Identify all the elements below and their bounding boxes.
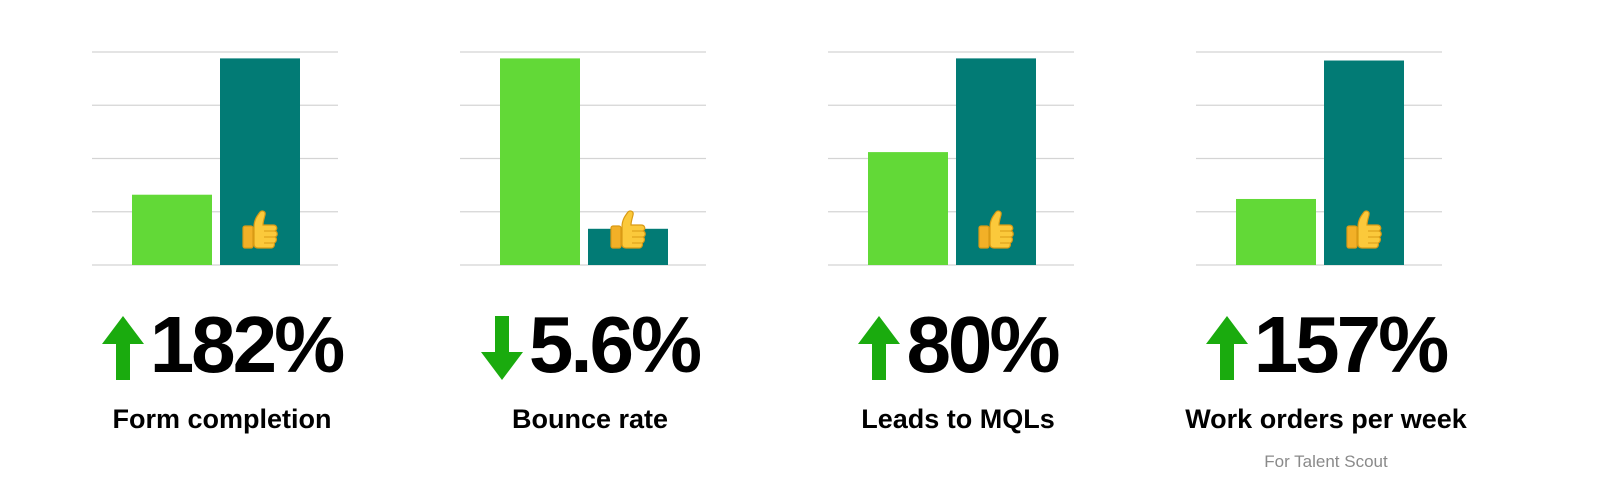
change-value: 5.6%	[528, 300, 702, 389]
thumbs-up-icon	[242, 210, 278, 249]
bar-chart	[828, 51, 1074, 266]
metric-label: Form completion	[112, 404, 332, 434]
bar-before	[132, 194, 212, 265]
bar-chart	[460, 51, 706, 266]
chart-panel-form-completion: 182% Form completion	[32, 0, 412, 495]
bar-chart	[92, 51, 338, 266]
arrow-up-shape	[1205, 316, 1248, 380]
change-value: 157%	[1253, 300, 1450, 389]
metric-label: Work orders per week	[1185, 404, 1467, 434]
thumbs-up-icon	[978, 210, 1014, 249]
arrow-up-icon	[1205, 316, 1248, 380]
metric-note: For Talent Scout	[1264, 452, 1388, 471]
bar-before	[500, 58, 580, 265]
chart-panel-bounce-rate: 5.6% Bounce rate	[400, 0, 780, 495]
change-stat: 80%	[768, 300, 1148, 390]
thumbs-up-icon	[610, 210, 646, 249]
metric-label: Leads to MQLs	[861, 404, 1055, 434]
arrow-up-shape	[101, 316, 144, 380]
bar-before	[868, 152, 948, 265]
change-stat: 182%	[32, 300, 412, 390]
chart-panel-leads-to-mqls: 80% Leads to MQLs	[768, 0, 1148, 495]
thumbs-up-icon	[1346, 210, 1382, 249]
change-value: 80%	[906, 300, 1060, 389]
bar-chart	[1196, 51, 1442, 266]
change-stat: 157%	[1136, 300, 1516, 390]
arrow-up-shape	[858, 316, 901, 380]
arrow-down-icon	[480, 316, 523, 380]
change-stat: 5.6%	[400, 300, 780, 390]
arrow-down-shape	[480, 316, 523, 380]
arrow-up-icon	[858, 316, 901, 380]
chart-panel-work-orders: 157% Work orders per week For Talent Sco…	[1136, 0, 1516, 495]
metric-label: Bounce rate	[511, 404, 669, 434]
bar-before	[1236, 198, 1316, 265]
change-value: 182%	[149, 300, 346, 389]
arrow-up-icon	[101, 316, 144, 380]
